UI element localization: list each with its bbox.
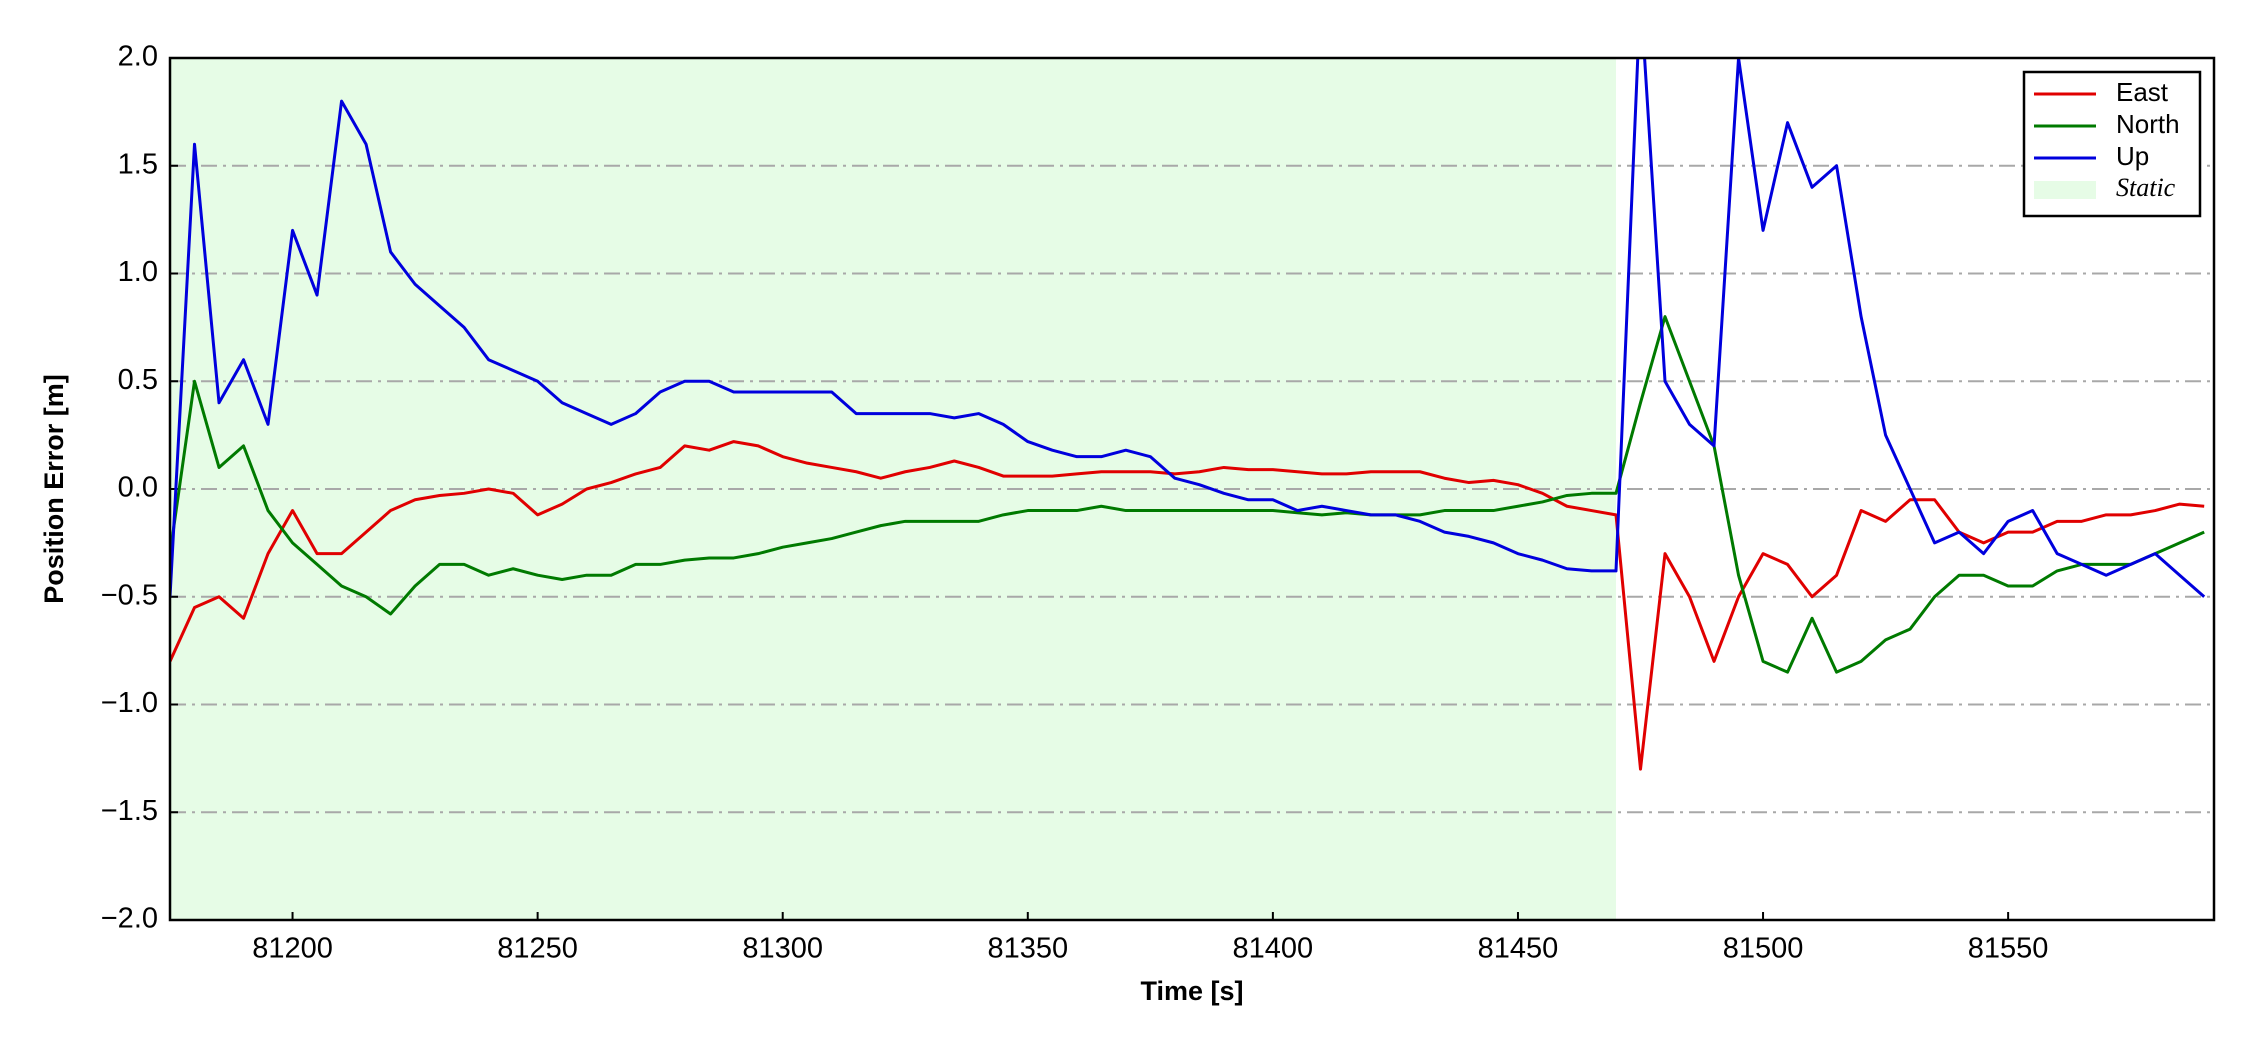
series-line [170,440,2205,771]
legend-label: North [2116,109,2180,139]
y-axis-label: Position Error [m] [39,374,69,604]
legend-label: Static [2116,173,2176,202]
x-tick-label: 81350 [987,933,1068,965]
y-tick-label: −1.0 [101,687,158,719]
legend-swatch [2034,181,2096,199]
y-tick-label: 0.0 [118,472,158,504]
y-tick-label: −0.5 [101,579,158,611]
y-tick-label: 0.5 [118,364,158,396]
y-tick-label: 1.5 [118,148,158,180]
legend-label: Up [2116,141,2149,171]
y-tick-label: −1.5 [101,795,158,827]
x-tick-label: 81550 [1968,933,2049,965]
y-tick-label: 1.0 [118,256,158,288]
y-tick-label: −2.0 [101,903,158,935]
series-line [170,58,2206,598]
plot-lines [170,58,2206,771]
x-tick-label: 81250 [497,933,578,965]
x-tick-label: 81200 [252,933,333,965]
legend-label: East [2116,77,2169,107]
x-tick-label: 81400 [1233,933,1314,965]
series-line [170,315,2205,674]
x-tick-label: 81500 [1723,933,1804,965]
x-tick-label: 81450 [1478,933,1559,965]
x-axis-label: Time [s] [1140,976,1243,1006]
plot-frame [168,56,2216,922]
y-tick-label: 2.0 [118,41,158,73]
x-tick-label: 81300 [742,933,823,965]
